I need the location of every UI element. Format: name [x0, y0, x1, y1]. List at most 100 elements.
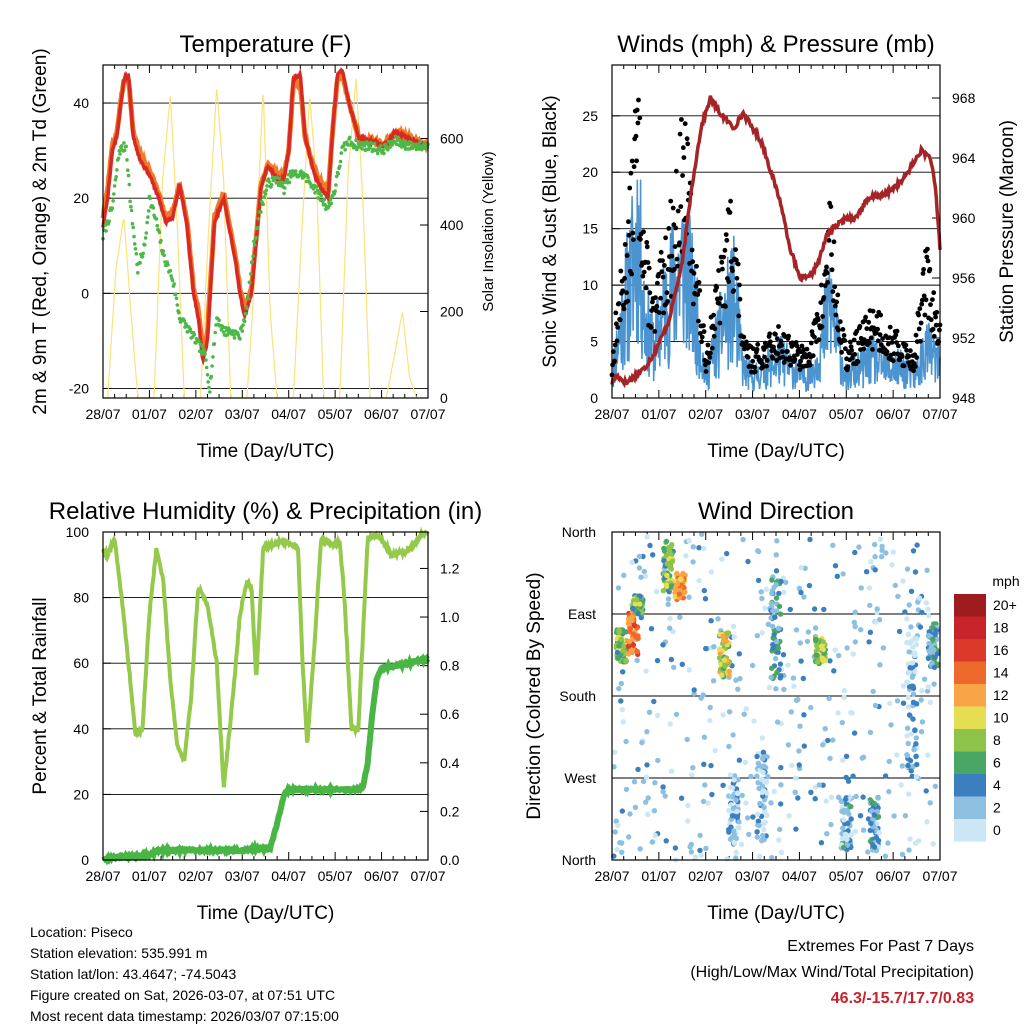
dewpoint-point	[368, 146, 372, 150]
direction-point	[830, 737, 836, 743]
x-tick-label: 28/07	[85, 868, 120, 884]
colorbar-label: 14	[993, 665, 1009, 681]
direction-point	[719, 672, 725, 678]
gust-point	[707, 355, 713, 360]
gust-point	[684, 136, 690, 142]
solar-insolation-line	[103, 78, 417, 399]
direction-point	[645, 811, 651, 818]
dewpoint-point	[388, 145, 392, 149]
direction-point	[671, 664, 677, 670]
dewpoint-point	[319, 193, 324, 198]
dewpoint-point	[420, 147, 424, 152]
direction-point	[664, 572, 670, 579]
gust-point	[674, 256, 680, 262]
gust-point	[878, 312, 884, 318]
direction-point	[873, 619, 879, 625]
direction-point	[840, 844, 847, 851]
gust-point	[906, 353, 912, 359]
colorbar-swatch	[954, 661, 986, 684]
created-text: Figure created on Sat, 2026-03-07, at 07…	[30, 987, 336, 1003]
colorbar-swatch	[954, 774, 986, 797]
dewpoint-point	[362, 143, 367, 148]
direction-point	[852, 549, 858, 556]
dewpoint-point	[383, 142, 388, 147]
gust-point	[643, 285, 649, 291]
direction-point	[787, 606, 793, 613]
direction-point	[835, 710, 841, 716]
direction-point	[923, 600, 930, 606]
gust-point	[622, 276, 627, 281]
direction-point	[911, 747, 917, 753]
direction-point	[763, 586, 770, 592]
gust-point	[845, 364, 851, 370]
direction-point	[796, 585, 803, 591]
direction-point	[906, 649, 912, 655]
gust-point	[870, 308, 876, 314]
gust-point	[839, 349, 844, 355]
y-tick-label: 0	[81, 285, 89, 301]
direction-point	[727, 836, 734, 842]
direction-point	[788, 709, 794, 715]
gust-point	[821, 295, 827, 300]
gust-point	[636, 97, 641, 103]
direction-point	[891, 813, 897, 819]
direction-point	[644, 534, 650, 540]
gust-point	[792, 357, 798, 362]
direction-point	[769, 665, 775, 671]
colorbar-swatch	[954, 729, 986, 752]
gust-point	[741, 334, 747, 340]
direction-point	[874, 606, 880, 612]
gust-point	[773, 331, 778, 337]
direction-point	[904, 679, 911, 685]
x-tick-label: 06/07	[876, 406, 911, 422]
plot-frame	[611, 64, 941, 399]
direction-point	[867, 729, 874, 736]
gust-point	[854, 328, 860, 334]
direction-point	[733, 797, 739, 803]
y-tick-label: 60	[73, 655, 89, 671]
dewpoint-point	[338, 164, 342, 169]
direction-point	[913, 741, 919, 747]
direction-point	[672, 594, 678, 600]
direction-point	[634, 657, 640, 663]
pressure-line	[610, 95, 942, 389]
direction-point	[641, 568, 647, 575]
gust-point	[750, 346, 756, 352]
direction-point	[645, 795, 651, 801]
direction-point	[924, 567, 930, 573]
gust-point	[644, 244, 650, 250]
x-tick-label: 04/07	[782, 406, 817, 422]
gust-point	[909, 364, 914, 370]
dewpoint-point	[126, 168, 130, 172]
direction-point	[612, 829, 618, 835]
gust-point	[797, 367, 803, 372]
direction-point	[894, 752, 900, 758]
direction-point	[705, 800, 711, 806]
gust-point	[699, 339, 704, 345]
direction-point	[845, 820, 851, 827]
dewpoint-point	[122, 141, 126, 145]
direction-point	[690, 544, 696, 550]
direction-point	[629, 614, 635, 620]
direction-point	[614, 649, 621, 656]
gust-point	[921, 293, 927, 299]
direction-point	[698, 852, 704, 858]
direction-point	[615, 585, 622, 591]
direction-point	[877, 662, 883, 668]
direction-point	[765, 621, 772, 627]
direction-point	[841, 807, 847, 814]
direction-point	[626, 638, 633, 644]
direction-point	[688, 849, 695, 855]
direction-point	[774, 538, 780, 544]
x-tick-label: 06/07	[364, 406, 399, 422]
direction-point	[686, 537, 692, 544]
colorbar-swatch	[954, 639, 986, 662]
direction-point	[925, 612, 932, 619]
direction-point	[777, 661, 784, 667]
direction-point	[916, 595, 923, 601]
gust-point	[666, 226, 672, 231]
dewpoint-point	[223, 325, 228, 330]
gust-point	[873, 330, 879, 336]
gust-point	[648, 325, 654, 330]
gust-point	[614, 338, 620, 344]
